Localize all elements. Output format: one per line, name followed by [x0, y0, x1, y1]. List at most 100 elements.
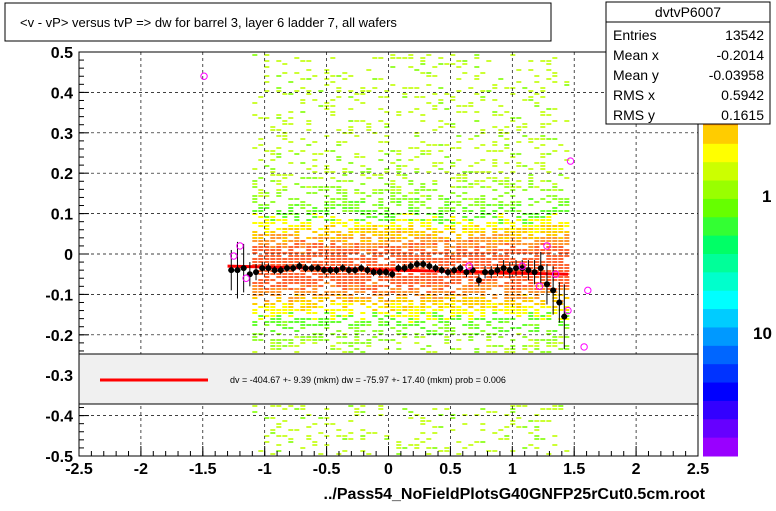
heatmap-cell: [276, 228, 282, 230]
heatmap-cell: [408, 318, 414, 320]
heatmap-cell: [318, 177, 324, 179]
heatmap-cell: [438, 222, 444, 224]
heatmap-cell: [564, 222, 570, 224]
heatmap-cell: [336, 255, 342, 257]
heatmap-cell: [408, 252, 414, 254]
heatmap-cell: [516, 234, 522, 236]
heatmap-cell: [270, 159, 276, 161]
heatmap-cell: [420, 186, 426, 188]
profile-point: [469, 267, 476, 274]
heatmap-cell: [366, 231, 372, 233]
heatmap-cell: [264, 231, 270, 233]
profile-point: [308, 265, 315, 272]
heatmap-cell: [450, 177, 456, 179]
heatmap-cell: [558, 249, 564, 251]
heatmap-cell: [300, 222, 306, 224]
x-tick-label: -1: [258, 461, 272, 478]
heatmap-cell: [396, 333, 402, 335]
heatmap-cell: [528, 312, 534, 314]
heatmap-cell: [360, 258, 366, 260]
heatmap-cell: [336, 180, 342, 182]
heatmap-cell: [480, 282, 486, 284]
heatmap-cell: [492, 141, 498, 143]
heatmap-cell: [396, 315, 402, 317]
profile-point: [494, 267, 501, 274]
profile-point: [259, 265, 266, 272]
heatmap-cell: [534, 75, 540, 77]
heatmap-cell: [432, 315, 438, 317]
heatmap-cell: [522, 405, 528, 407]
heatmap-cell: [492, 411, 498, 413]
heatmap-cell: [474, 225, 480, 227]
heatmap-cell: [294, 318, 300, 320]
heatmap-cell: [372, 255, 378, 257]
heatmap-cell: [330, 291, 336, 293]
heatmap-cell: [330, 276, 336, 278]
heatmap-cell: [510, 252, 516, 254]
heatmap-cell: [288, 264, 294, 266]
heatmap-cell: [252, 234, 258, 236]
heatmap-cell: [456, 309, 462, 311]
heatmap-cell: [534, 216, 540, 218]
heatmap-cell: [366, 453, 372, 455]
heatmap-cell: [450, 225, 456, 227]
heatmap-cell: [336, 276, 342, 278]
heatmap-cell: [282, 306, 288, 308]
heatmap-cell: [378, 189, 384, 191]
heatmap-cell: [294, 258, 300, 260]
heatmap-cell: [432, 300, 438, 302]
heatmap-cell: [522, 324, 528, 326]
heatmap-cell: [348, 246, 354, 248]
heatmap-cell: [366, 237, 372, 239]
heatmap-cell: [564, 225, 570, 227]
heatmap-cell: [516, 249, 522, 251]
heatmap-cell: [252, 333, 258, 335]
heatmap-cell: [330, 57, 336, 59]
heatmap-cell: [282, 285, 288, 287]
heatmap-cell: [252, 405, 258, 407]
heatmap-cell: [516, 186, 522, 188]
heatmap-cell: [402, 291, 408, 293]
heatmap-cell: [414, 243, 420, 245]
heatmap-cell: [384, 189, 390, 191]
open-marker: [230, 252, 238, 260]
heatmap-cell: [372, 246, 378, 248]
heatmap-cell: [510, 249, 516, 251]
heatmap-cell: [426, 330, 432, 332]
heatmap-cell: [540, 252, 546, 254]
heatmap-cell: [330, 186, 336, 188]
heatmap-cell: [516, 201, 522, 203]
heatmap-cell: [408, 306, 414, 308]
heatmap-cell: [510, 423, 516, 425]
heatmap-cell: [540, 135, 546, 137]
heatmap-cell: [282, 120, 288, 122]
heatmap-cell: [462, 261, 468, 263]
heatmap-cell: [474, 300, 480, 302]
heatmap-cell: [456, 339, 462, 341]
heatmap-cell: [390, 150, 396, 152]
heatmap-cell: [378, 207, 384, 209]
heatmap-cell: [408, 315, 414, 317]
heatmap-cell: [522, 306, 528, 308]
heatmap-cell: [456, 306, 462, 308]
heatmap-cell: [564, 159, 570, 161]
heatmap-cell: [300, 204, 306, 206]
heatmap-cell: [534, 201, 540, 203]
heatmap-cell: [558, 255, 564, 257]
heatmap-cell: [474, 111, 480, 113]
heatmap-cell: [510, 87, 516, 89]
heatmap-cell: [480, 312, 486, 314]
heatmap-cell: [258, 96, 264, 98]
heatmap-cell: [396, 294, 402, 296]
heatmap-cell: [252, 54, 258, 56]
heatmap-cell: [330, 243, 336, 245]
heatmap-cell: [450, 417, 456, 419]
heatmap-cell: [492, 234, 498, 236]
heatmap-cell: [414, 219, 420, 221]
heatmap-cell: [378, 255, 384, 257]
heatmap-cell: [360, 303, 366, 305]
heatmap-cell: [510, 285, 516, 287]
heatmap-cell: [510, 291, 516, 293]
heatmap-cell: [378, 225, 384, 227]
heatmap-cell: [294, 261, 300, 263]
